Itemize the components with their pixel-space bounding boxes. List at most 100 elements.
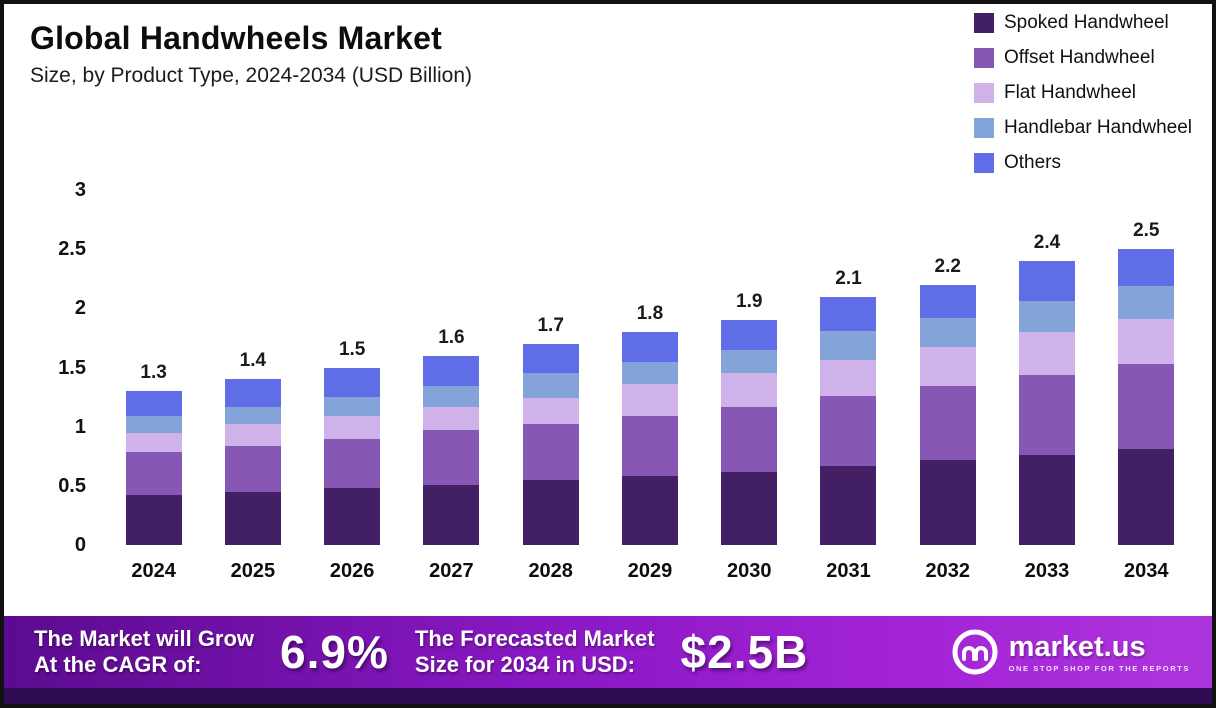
- bar-segment-flat-handwheel: [125, 432, 182, 452]
- bar-segment-handlebar-handwheel: [423, 386, 480, 407]
- x-axis: 2024 2025 2026 2027 2028 2029 2030 2031 2032 2033…: [104, 560, 1196, 583]
- y-tick-label: 2.5: [58, 238, 86, 261]
- marketus-logo-icon: [952, 629, 998, 675]
- page-title: Global Handwheels Market: [30, 20, 443, 56]
- legend-label: Spoked Handwheel: [1003, 12, 1169, 33]
- bar-segment-others: [522, 343, 579, 374]
- bar-total-label: 1.6: [438, 326, 465, 348]
- bar-segment-spoked-handwheel: [522, 479, 579, 545]
- bar-segment-offset-handwheel: [423, 430, 480, 485]
- bar-column-2033: 2.4: [998, 190, 1097, 545]
- bar-segment-offset-handwheel: [721, 406, 778, 472]
- bar-segment-flat-handwheel: [224, 424, 281, 446]
- bar-segment-flat-handwheel: [1019, 332, 1076, 375]
- bar-column-2024: 1.3: [104, 190, 203, 545]
- brand-tagline: ONE STOP SHOP FOR THE REPORTS: [1008, 663, 1190, 673]
- bar-segment-handlebar-handwheel: [621, 361, 678, 385]
- legend-label: Flat Handwheel: [1003, 82, 1137, 103]
- x-tick-label: 2024: [131, 560, 176, 582]
- bar-segment-offset-handwheel: [324, 438, 381, 489]
- bar-total-label: 1.3: [140, 362, 167, 384]
- bar-segment-handlebar-handwheel: [721, 349, 778, 374]
- bar-segment-spoked-handwheel: [820, 465, 877, 545]
- bar-segment-others: [324, 367, 381, 398]
- legend-swatch-icon: [973, 48, 994, 68]
- bar-segment-offset-handwheel: [621, 416, 678, 477]
- legend-item-offset-handwheel: Offset Handwheel: [973, 47, 1192, 69]
- bar-segment-spoked-handwheel: [324, 488, 381, 545]
- bar-segment-flat-handwheel: [522, 398, 579, 425]
- bar-segment-handlebar-handwheel: [1118, 285, 1175, 320]
- bar-total-label: 1.5: [338, 338, 366, 360]
- y-axis: 0 0.5 1 1.5 2 2.5 3: [28, 179, 86, 556]
- bar-segment-handlebar-handwheel: [1019, 301, 1076, 333]
- bar-column-2028: 1.7: [501, 190, 600, 545]
- legend-swatch-icon: [973, 13, 994, 33]
- y-tick-label: 3: [74, 179, 86, 201]
- bar-segment-handlebar-handwheel: [324, 397, 381, 417]
- bar-segment-others: [423, 355, 480, 387]
- x-tick-label: 2029: [627, 560, 673, 582]
- x-tick-label: 2032: [925, 560, 971, 582]
- bar-total-label: 2.5: [1133, 220, 1160, 242]
- cagr-label: The Market will Grow At the CAGR of:: [34, 626, 254, 678]
- bar-segment-flat-handwheel: [621, 384, 678, 417]
- footer-banner: The Market will Grow At the CAGR of: 6.9…: [4, 616, 1212, 688]
- bar-segment-others: [1019, 261, 1076, 302]
- bar-total-label: 2.4: [1033, 232, 1061, 254]
- y-tick-label: 0.5: [58, 474, 86, 497]
- bar-segment-offset-handwheel: [1118, 363, 1175, 450]
- bar-column-2032: 2.2: [898, 190, 997, 545]
- bar-column-2030: 1.9: [700, 190, 799, 545]
- bar-column-2027: 1.6: [402, 190, 501, 545]
- forecast-label-line1: The Forecasted Market: [414, 626, 655, 651]
- bar-segment-spoked-handwheel: [1118, 449, 1175, 545]
- bar-segment-flat-handwheel: [820, 360, 877, 396]
- legend-label: Offset Handwheel: [1003, 47, 1155, 68]
- bar-total-label: 2.1: [835, 267, 862, 289]
- bar-total-label: 1.8: [636, 303, 664, 325]
- bar-segment-flat-handwheel: [1118, 319, 1175, 364]
- legend-swatch-icon: [973, 153, 994, 173]
- bar-column-2031: 2.1: [799, 190, 898, 545]
- bar-segment-spoked-handwheel: [125, 495, 182, 545]
- forecast-label-line2: Size for 2034 in USD:: [414, 652, 635, 677]
- bar-segment-others: [721, 320, 778, 350]
- bar-total-label: 2.2: [934, 255, 961, 277]
- x-tick-label: 2034: [1124, 560, 1169, 582]
- x-tick-label: 2027: [429, 560, 474, 582]
- x-tick-label: 2030: [726, 560, 772, 582]
- x-tick-label: 2028: [528, 560, 573, 582]
- forecast-label: The Forecasted Market Size for 2034 in U…: [415, 626, 655, 678]
- y-tick-label: 0: [74, 534, 86, 556]
- x-tick-label: 2026: [329, 560, 375, 582]
- x-tick-label: 2033: [1024, 560, 1070, 582]
- bar-segment-flat-handwheel: [423, 406, 480, 431]
- bar-segment-others: [621, 332, 678, 362]
- bar-segment-handlebar-handwheel: [125, 416, 182, 433]
- bar-column-2034: 2.5: [1097, 190, 1196, 545]
- legend-label: Others: [1003, 152, 1062, 173]
- cagr-label-line1: The Market will Grow: [34, 626, 255, 651]
- bar-segment-spoked-handwheel: [1019, 455, 1076, 545]
- bar-segment-spoked-handwheel: [224, 491, 281, 545]
- bar-segment-flat-handwheel: [721, 373, 778, 407]
- bar-segment-spoked-handwheel: [721, 471, 778, 545]
- bar-segment-handlebar-handwheel: [224, 406, 281, 425]
- y-tick-label: 2: [74, 297, 86, 320]
- bar-segment-others: [125, 391, 182, 417]
- chart-legend: Spoked Handwheel Offset Handwheel Flat Han…: [973, 12, 1192, 187]
- legend-item-spoked-handwheel: Spoked Handwheel: [973, 12, 1192, 34]
- legend-swatch-icon: [973, 83, 994, 103]
- x-tick-label: 2025: [230, 560, 276, 582]
- bar-segment-handlebar-handwheel: [820, 330, 877, 361]
- bar-segment-flat-handwheel: [324, 416, 381, 439]
- brand-block: market.us ONE STOP SHOP FOR THE REPORTS: [951, 628, 1190, 676]
- bar-column-2029: 1.8: [600, 190, 699, 545]
- bar-segment-flat-handwheel: [919, 347, 976, 387]
- bar-total-label: 1.9: [736, 291, 763, 313]
- x-tick-label: 2031: [826, 560, 871, 582]
- legend-label: Handlebar Handwheel: [1003, 117, 1192, 138]
- legend-item-flat-handwheel: Flat Handwheel: [973, 82, 1192, 104]
